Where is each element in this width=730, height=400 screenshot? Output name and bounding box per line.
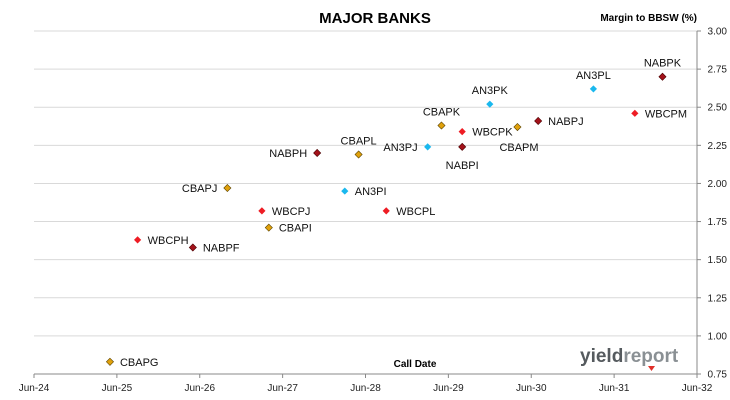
y-tick-label: 1.50 xyxy=(708,255,728,266)
point-label-wbcpl: WBCPL xyxy=(396,206,435,218)
point-label-nabph: NABPH xyxy=(269,148,307,160)
point-label-nabpi: NABPI xyxy=(446,160,479,172)
point-wbcpk xyxy=(458,128,466,136)
point-wbcpm xyxy=(631,109,639,117)
point-label-an3pk: AN3PK xyxy=(472,85,509,97)
x-tick-label: Jun-29 xyxy=(433,383,464,394)
y-tick-label: 1.00 xyxy=(708,331,728,342)
y-tick-label: 1.75 xyxy=(708,217,728,228)
x-tick-label: Jun-24 xyxy=(19,383,50,394)
point-cbapg xyxy=(105,357,114,366)
point-cbapk xyxy=(437,121,446,130)
x-tick-label: Jun-32 xyxy=(682,383,713,394)
point-label-an3pl: AN3PL xyxy=(576,70,611,82)
point-label-wbcph: WBCPH xyxy=(148,235,189,247)
point-cbapi xyxy=(264,223,273,232)
watermark-text: yieldreport xyxy=(580,346,679,367)
point-cbapm xyxy=(513,123,522,132)
point-an3pl xyxy=(589,85,598,93)
x-tick-label: Jun-31 xyxy=(599,383,630,394)
point-an3pk xyxy=(486,100,494,108)
x-tick-label: Jun-30 xyxy=(516,383,547,394)
point-label-wbcpj: WBCPJ xyxy=(272,206,311,218)
y-tick-label: 2.75 xyxy=(708,65,728,76)
point-label-cbapj: CBAPJ xyxy=(182,183,217,195)
point-label-wbcpk: WBCPK xyxy=(472,127,513,139)
point-cbapj xyxy=(223,183,232,193)
point-label-nabpj: NABPJ xyxy=(548,116,583,128)
point-nabpk xyxy=(658,72,667,81)
y-tick-label: 2.25 xyxy=(708,141,728,152)
point-wbcpj xyxy=(258,207,266,215)
x-tick-label: Jun-27 xyxy=(267,383,298,394)
point-nabph xyxy=(313,148,322,157)
x-tick-labels: Jun-24 Jun-25 Jun-26 Jun-27 Jun-28 Jun-29 Jun-… xyxy=(19,374,713,394)
point-label-an3pi: AN3PI xyxy=(355,186,387,198)
y-tick-label: 0.75 xyxy=(708,370,728,381)
point-an3pj xyxy=(424,143,432,151)
point-nabpj xyxy=(534,116,543,125)
y-axis-label: Margin to BBSW (%) xyxy=(600,13,697,24)
y-tick-label: 3.00 xyxy=(708,27,728,38)
point-cbapl xyxy=(354,150,363,159)
y-tick-label: 1.25 xyxy=(708,293,728,304)
chart-title: MAJOR BANKS xyxy=(319,10,431,27)
point-nabpf xyxy=(188,243,197,252)
gridlines xyxy=(34,30,697,337)
y-tick-label: 2.00 xyxy=(708,179,728,190)
point-nabpi xyxy=(458,142,467,151)
point-wbcpl xyxy=(382,207,390,215)
x-tick-label: Jun-26 xyxy=(184,383,215,394)
watermark-arrow-icon xyxy=(648,366,655,371)
y-tick-label: 2.50 xyxy=(708,103,728,114)
y-tick-labels: 0.75 1.00 1.25 1.50 1.75 2.00 2.25 2.50 2.75 3.00 xyxy=(697,27,727,381)
data-points: CBAPG WBCPH NABPF CBAPJ WBCPJ CBAPI NABPH AN3PI… xyxy=(105,58,687,369)
x-axis-label: Call Date xyxy=(394,359,437,370)
watermark-logo: yieldreport xyxy=(580,346,679,371)
x-tick-label: Jun-25 xyxy=(102,383,133,394)
point-label-nabpk: NABPK xyxy=(644,58,682,70)
point-label-cbapl: CBAPL xyxy=(341,135,377,147)
point-label-cbapm: CBAPM xyxy=(499,142,538,154)
x-tick-label: Jun-28 xyxy=(350,383,381,394)
point-wbcph xyxy=(133,236,142,244)
point-label-cbapg: CBAPG xyxy=(120,357,159,369)
point-label-nabpf: NABPF xyxy=(203,242,240,254)
point-label-an3pj: AN3PJ xyxy=(383,142,417,154)
point-label-cbapk: CBAPK xyxy=(423,107,461,119)
point-label-cbapi: CBAPI xyxy=(279,223,312,235)
point-label-wbcpm: WBCPM xyxy=(645,108,687,120)
point-an3pi xyxy=(341,187,349,195)
